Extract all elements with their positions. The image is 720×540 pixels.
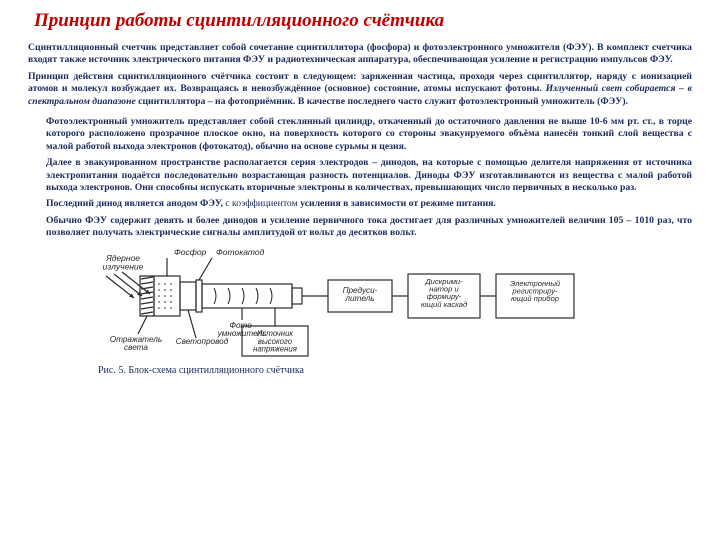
figure-caption: Рис. 5. Блок-схема сцинтилляционного счё… xyxy=(98,365,692,376)
p5-norm: с коэффициентом xyxy=(225,198,297,209)
paragraph-3: Фотоэлектронный умножитель представляет … xyxy=(46,116,692,153)
svg-text:Отражательсвета: Отражательсвета xyxy=(110,335,162,352)
paragraph-1: Сцинтилляционный счетчик представляет со… xyxy=(28,42,692,67)
paragraph-5: Последний динод является анодом ФЭУ, с к… xyxy=(46,198,692,210)
p5-part-a: Последний динод является анодом ФЭУ, xyxy=(46,198,225,209)
p5-part-c: усиления в зависимости от режиме питания… xyxy=(298,198,496,209)
svg-text:Ядерноеизлучение: Ядерноеизлучение xyxy=(103,253,144,272)
svg-text:Светопровод: Светопровод xyxy=(176,337,229,346)
paragraph-2: Принцип действия сцинтилляционного счётч… xyxy=(28,71,692,108)
svg-text:Предуси-литель: Предуси-литель xyxy=(343,286,378,303)
svg-text:Электронныйрегистриру-ющий при: Электронныйрегистриру-ющий прибор xyxy=(510,279,561,303)
block-diagram: Ядерноеизлучение Фосфор Фотокатод Отражател… xyxy=(98,244,692,362)
svg-text:Источниквысокогонапряжения: Источниквысокогонапряжения xyxy=(253,329,298,354)
paragraph-4: Далее в эвакуированном пространстве расп… xyxy=(46,157,692,194)
p2-part-c: сцинтиллятора – на фотоприёмник. В качес… xyxy=(136,96,628,107)
svg-text:Фотокатод: Фотокатод xyxy=(216,247,265,257)
svg-text:Дискрими-натор иформиру-ющий к: Дискрими-натор иформиру-ющий каскад xyxy=(421,277,467,309)
svg-text:Фосфор: Фосфор xyxy=(174,247,207,257)
page-title: Принцип работы сцинтилляционного счётчик… xyxy=(34,10,692,32)
paragraph-6: Обычно ФЭУ содержит девять и более динод… xyxy=(46,215,692,240)
